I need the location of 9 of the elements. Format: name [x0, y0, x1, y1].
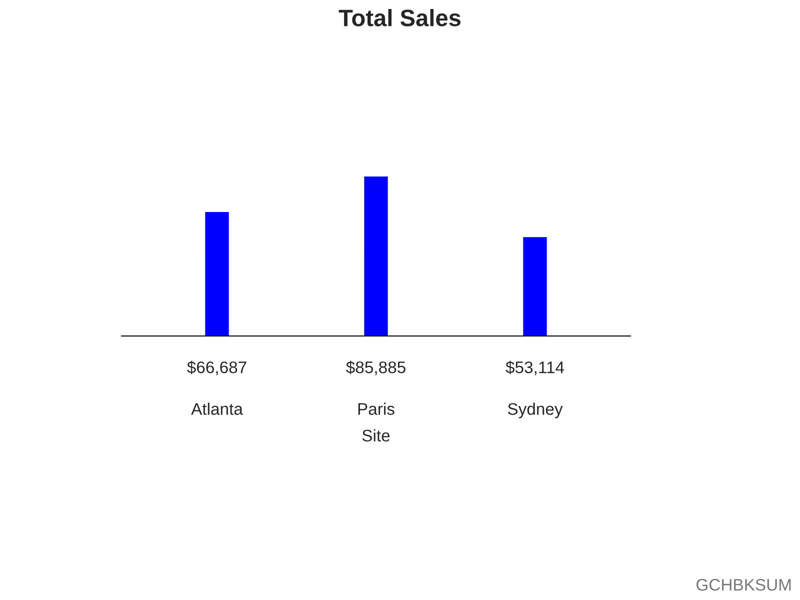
data-label: $66,687 [187, 360, 246, 376]
x-axis-title: Site [362, 429, 390, 442]
chart-title: Total Sales [338, 9, 460, 26]
x-tick-label: Atlanta [191, 402, 243, 415]
x-tick-label: Sydney [508, 402, 563, 418]
data-label: $85,885 [346, 360, 406, 376]
data-label: $53,114 [506, 360, 564, 376]
x-tick-label: Paris [358, 402, 394, 415]
text: GCHBKSUM [696, 578, 791, 591]
